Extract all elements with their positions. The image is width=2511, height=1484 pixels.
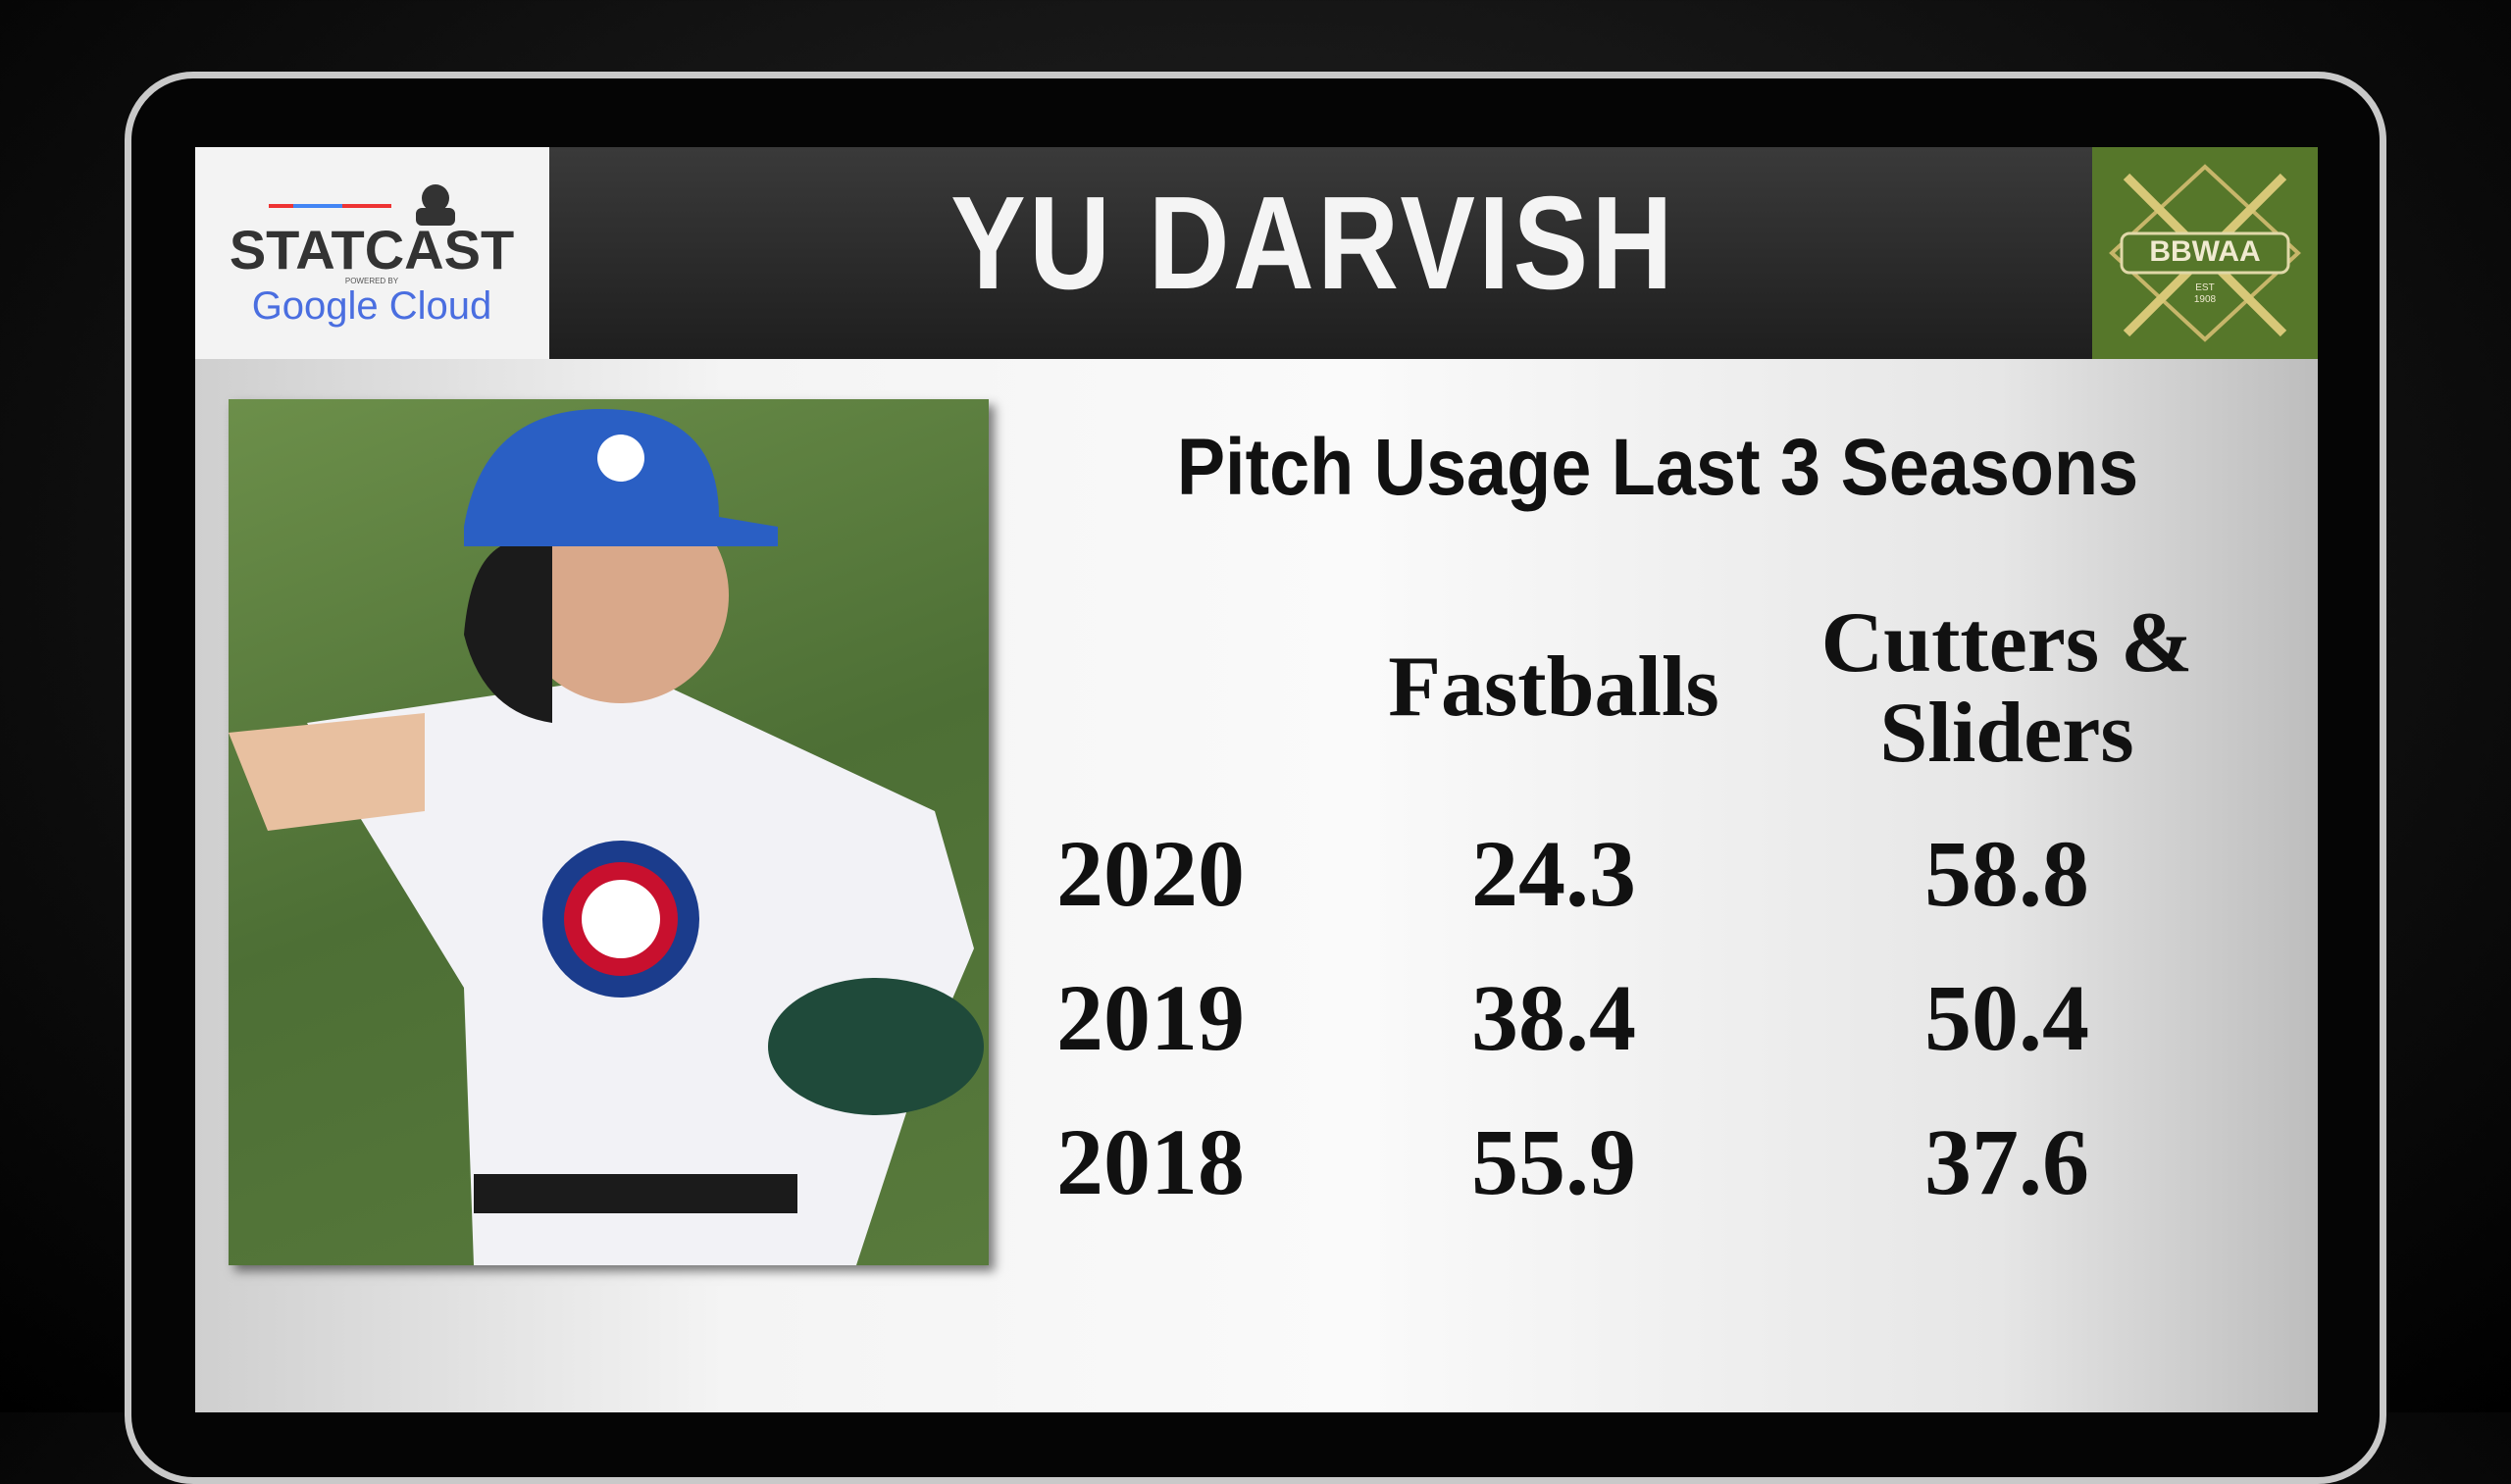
chest-logo — [582, 880, 660, 958]
hair — [464, 540, 552, 723]
row-value: 58.8 — [1924, 821, 2089, 926]
row-year: 2019 — [1056, 965, 1245, 1070]
row-value: 24.3 — [1471, 821, 1636, 926]
diamond — [2109, 164, 2301, 342]
row-year: 2020 — [1056, 821, 1245, 926]
column-header: Cutters & Sliders — [1820, 595, 2193, 781]
row-value: 55.9 — [1471, 1109, 1636, 1214]
header-bar: STATCAST POWERED BY Google Cloud YU DARV… — [195, 147, 2318, 359]
batter-icon — [422, 184, 449, 212]
player-name: YU DARVISH — [950, 169, 1676, 317]
batter-icon — [416, 208, 455, 226]
table-title: Pitch Usage Last 3 Seasons — [1176, 423, 2139, 512]
column-header: Fastballs — [1388, 640, 1719, 735]
est: EST — [2195, 282, 2215, 293]
bbwaa-mark — [2109, 164, 2301, 342]
player-photo — [229, 399, 989, 1265]
glove — [768, 978, 984, 1115]
est-year: 1908 — [2193, 294, 2217, 305]
arm — [229, 713, 425, 831]
bbwaa-logo: BBWAA EST 1908 — [2092, 147, 2318, 359]
row-year: 2018 — [1056, 1109, 1245, 1214]
org-name: BBWAA — [2149, 235, 2261, 268]
powered-by: POWERED BY — [344, 277, 399, 285]
row-value: 50.4 — [1924, 965, 2089, 1070]
statcast-logo: STATCAST POWERED BY Google Cloud — [195, 147, 549, 359]
row-value: 38.4 — [1471, 965, 1636, 1070]
cap-logo — [597, 435, 644, 482]
row-value: 37.6 — [1924, 1109, 2089, 1214]
belt — [474, 1174, 797, 1213]
pitcher-illustration — [229, 409, 984, 1265]
brand: STATCAST — [229, 219, 515, 281]
statcast-mark — [269, 184, 455, 226]
badge — [2120, 231, 2290, 275]
screen: STATCAST POWERED BY Google Cloud YU DARV… — [195, 147, 2318, 1412]
partner: Google Cloud — [251, 284, 492, 328]
